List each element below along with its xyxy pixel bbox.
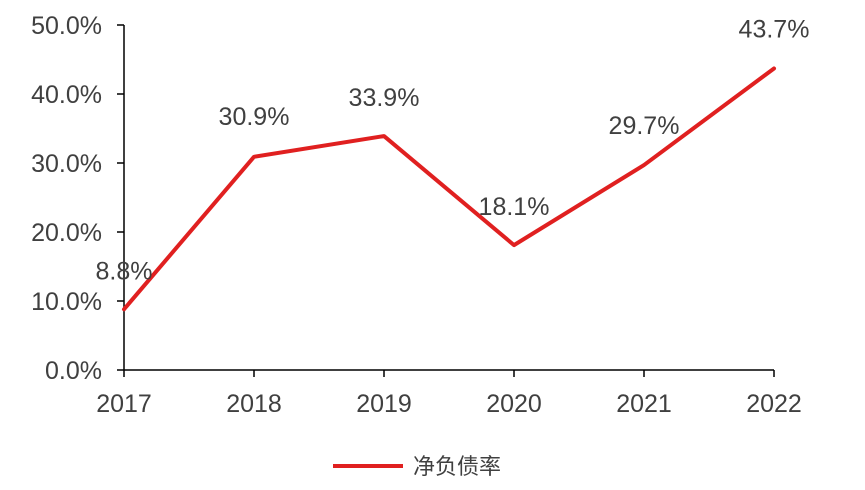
y-axis: 0.0% 10.0% 20.0% 30.0% 40.0% 50.0%	[31, 12, 125, 385]
data-label: 30.9%	[219, 103, 290, 131]
series-line-net-debt-ratio	[122, 66, 776, 312]
x-tick-label: 2022	[746, 390, 802, 418]
data-label: 8.8%	[96, 257, 153, 285]
x-tick-label: 2018	[226, 390, 282, 418]
x-axis: 2017 2018 2019 2020 2021 2022	[96, 369, 802, 418]
x-tick-label: 2020	[486, 390, 542, 418]
series-group	[122, 66, 776, 312]
y-tick-label: 10.0%	[31, 288, 102, 316]
data-label: 33.9%	[349, 84, 420, 112]
x-tick-label: 2017	[96, 390, 152, 418]
legend-label: 净负债率	[413, 455, 501, 480]
data-labels: 8.8% 30.9% 33.9% 18.1% 29.7% 43.7%	[96, 15, 810, 285]
x-tick-label: 2019	[356, 390, 412, 418]
data-label: 18.1%	[479, 193, 550, 221]
x-tick-label: 2021	[616, 390, 672, 418]
y-tick-label: 50.0%	[31, 12, 102, 40]
y-tick-label: 30.0%	[31, 150, 102, 178]
data-label: 29.7%	[609, 112, 680, 140]
legend: 净负债率	[333, 455, 501, 480]
y-tick-label: 40.0%	[31, 81, 102, 109]
y-tick-label: 20.0%	[31, 219, 102, 247]
data-label: 43.7%	[739, 15, 810, 43]
y-tick-label: 0.0%	[45, 357, 102, 385]
